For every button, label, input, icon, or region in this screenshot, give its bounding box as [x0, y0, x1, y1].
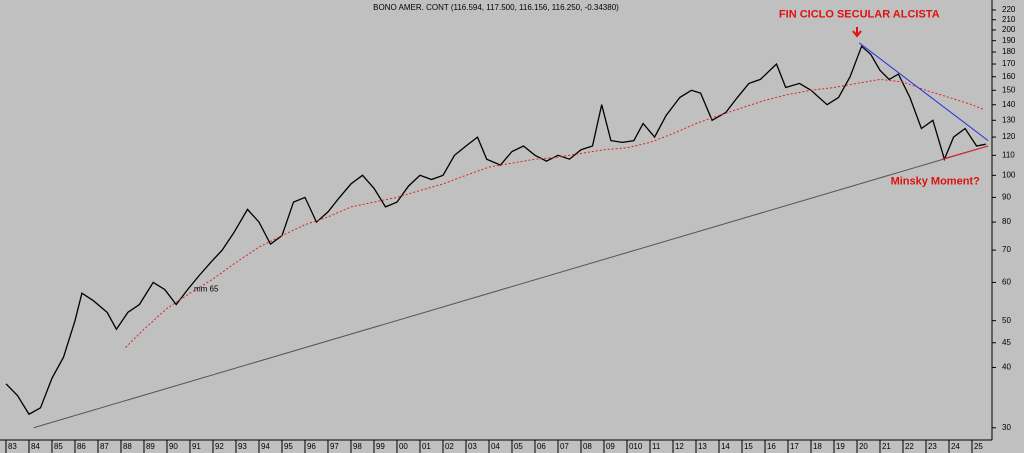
y-tick-label: 45 — [1002, 338, 1011, 347]
x-tick-label: 25 — [974, 442, 983, 451]
x-tick-label: 05 — [514, 442, 523, 451]
x-tick-label: 97 — [330, 442, 339, 451]
x-tick-label: 22 — [905, 442, 914, 451]
annotation: FIN CICLO SECULAR ALCISTA — [779, 9, 940, 21]
x-tick-label: 94 — [261, 442, 270, 451]
y-tick-label: 100 — [1002, 170, 1016, 179]
x-tick-label: 87 — [100, 442, 109, 451]
y-tick-label: 130 — [1002, 115, 1016, 124]
x-tick-label: 98 — [353, 442, 362, 451]
x-tick-label: 19 — [836, 442, 845, 451]
x-tick-label: 86 — [77, 442, 86, 451]
y-tick-label: 210 — [1002, 15, 1016, 24]
x-tick-label: 04 — [491, 442, 500, 451]
x-tick-label: 83 — [8, 442, 17, 451]
x-tick-label: 010 — [629, 442, 643, 451]
y-tick-label: 50 — [1002, 316, 1011, 325]
y-tick-label: 70 — [1002, 245, 1011, 254]
x-tick-label: 96 — [307, 442, 316, 451]
x-tick-label: 89 — [146, 442, 155, 451]
y-tick-label: 120 — [1002, 132, 1016, 141]
x-tick-label: 13 — [698, 442, 707, 451]
x-tick-label: 84 — [31, 442, 40, 451]
x-tick-label: 24 — [951, 442, 960, 451]
y-tick-label: 150 — [1002, 85, 1016, 94]
y-tick-label: 90 — [1002, 193, 1011, 202]
x-tick-label: 90 — [169, 442, 178, 451]
y-tick-label: 220 — [1002, 5, 1016, 14]
x-tick-label: 21 — [882, 442, 891, 451]
x-tick-label: 06 — [537, 442, 546, 451]
x-tick-label: 18 — [813, 442, 822, 451]
x-tick-label: 88 — [123, 442, 132, 451]
x-tick-label: 92 — [215, 442, 224, 451]
y-tick-label: 30 — [1002, 423, 1011, 432]
trend-line — [33, 145, 989, 429]
x-tick-label: 08 — [583, 442, 592, 451]
y-tick-label: 80 — [1002, 217, 1011, 226]
series-label: mm 65 — [194, 284, 219, 293]
x-tick-label: 01 — [422, 442, 431, 451]
x-tick-label: 95 — [284, 442, 293, 451]
x-tick-label: 16 — [767, 442, 776, 451]
x-tick-label: 02 — [445, 442, 454, 451]
y-tick-label: 40 — [1002, 363, 1011, 372]
x-tick-label: 15 — [744, 442, 753, 451]
x-tick-label: 17 — [790, 442, 799, 451]
y-tick-label: 190 — [1002, 36, 1016, 45]
x-tick-label: 07 — [560, 442, 569, 451]
annotation: Minsky Moment? — [891, 176, 981, 188]
y-tick-label: 170 — [1002, 59, 1016, 68]
chart-title: BONO AMER. CONT (116.594, 117.500, 116.1… — [373, 3, 619, 12]
x-tick-label: 99 — [376, 442, 385, 451]
moving-average — [125, 78, 984, 348]
trend-line — [941, 145, 989, 160]
y-tick-label: 200 — [1002, 25, 1016, 34]
arrow — [852, 27, 862, 38]
x-tick-label: 11 — [652, 442, 661, 451]
y-tick-label: 140 — [1002, 100, 1016, 109]
x-tick-label: 91 — [192, 442, 201, 451]
x-tick-label: 03 — [468, 442, 477, 451]
x-tick-label: 14 — [721, 442, 730, 451]
y-tick-label: 160 — [1002, 72, 1016, 81]
y-tick-label: 60 — [1002, 278, 1011, 287]
x-tick-label: 23 — [928, 442, 937, 451]
price-line — [5, 45, 986, 416]
y-tick-label: 180 — [1002, 47, 1016, 56]
y-tick-label: 110 — [1002, 150, 1015, 159]
x-tick-label: 85 — [54, 442, 63, 451]
trend-line — [858, 42, 989, 141]
x-tick-label: 09 — [606, 442, 615, 451]
x-tick-label: 93 — [238, 442, 247, 451]
x-tick-label: 20 — [859, 442, 868, 451]
x-tick-label: 00 — [399, 442, 408, 451]
x-tick-label: 12 — [675, 442, 684, 451]
